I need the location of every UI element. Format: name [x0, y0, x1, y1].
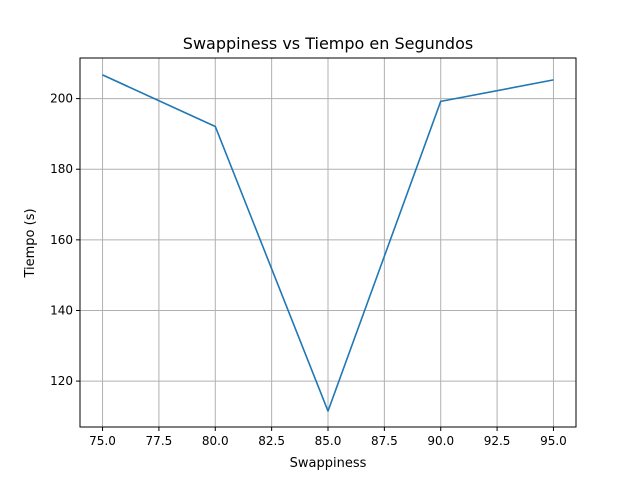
- y-tick-label: 200: [50, 92, 73, 106]
- x-tick-label: 87.5: [371, 434, 398, 448]
- y-axis-ticks: 120 140 160 180 200: [50, 92, 80, 388]
- x-tick-label: 92.5: [484, 434, 511, 448]
- x-axis-ticks: 75.0 77.5 80.0 82.5 85.0 87.5 90.0 92.5 95.0: [89, 427, 567, 448]
- y-tick-label: 180: [50, 162, 73, 176]
- grid-lines: [80, 58, 576, 427]
- y-tick-label: 160: [50, 233, 73, 247]
- y-tick-label: 140: [50, 303, 73, 317]
- x-tick-label: 80.0: [202, 434, 229, 448]
- x-tick-label: 95.0: [540, 434, 567, 448]
- chart-title: Swappiness vs Tiempo en Segundos: [183, 34, 473, 53]
- series-line: [102, 74, 554, 412]
- y-axis-label: Tiempo (s): [23, 208, 38, 278]
- x-axis-label: Swappiness: [290, 456, 367, 471]
- x-tick-label: 77.5: [146, 434, 173, 448]
- x-tick-label: 75.0: [89, 434, 116, 448]
- x-tick-label: 90.0: [427, 434, 454, 448]
- y-tick-label: 120: [50, 374, 73, 388]
- x-tick-label: 82.5: [258, 434, 285, 448]
- x-tick-label: 85.0: [315, 434, 342, 448]
- series-group: [102, 74, 554, 412]
